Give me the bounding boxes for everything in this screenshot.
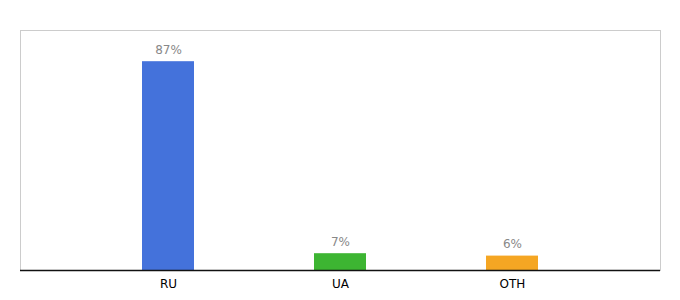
svg-text:6%: 6% — [503, 237, 522, 251]
svg-text:87%: 87% — [155, 43, 182, 57]
svg-text:7%: 7% — [331, 235, 350, 249]
svg-text:UA: UA — [332, 277, 350, 291]
svg-text:OTH: OTH — [500, 277, 526, 291]
svg-text:RU: RU — [160, 277, 177, 291]
